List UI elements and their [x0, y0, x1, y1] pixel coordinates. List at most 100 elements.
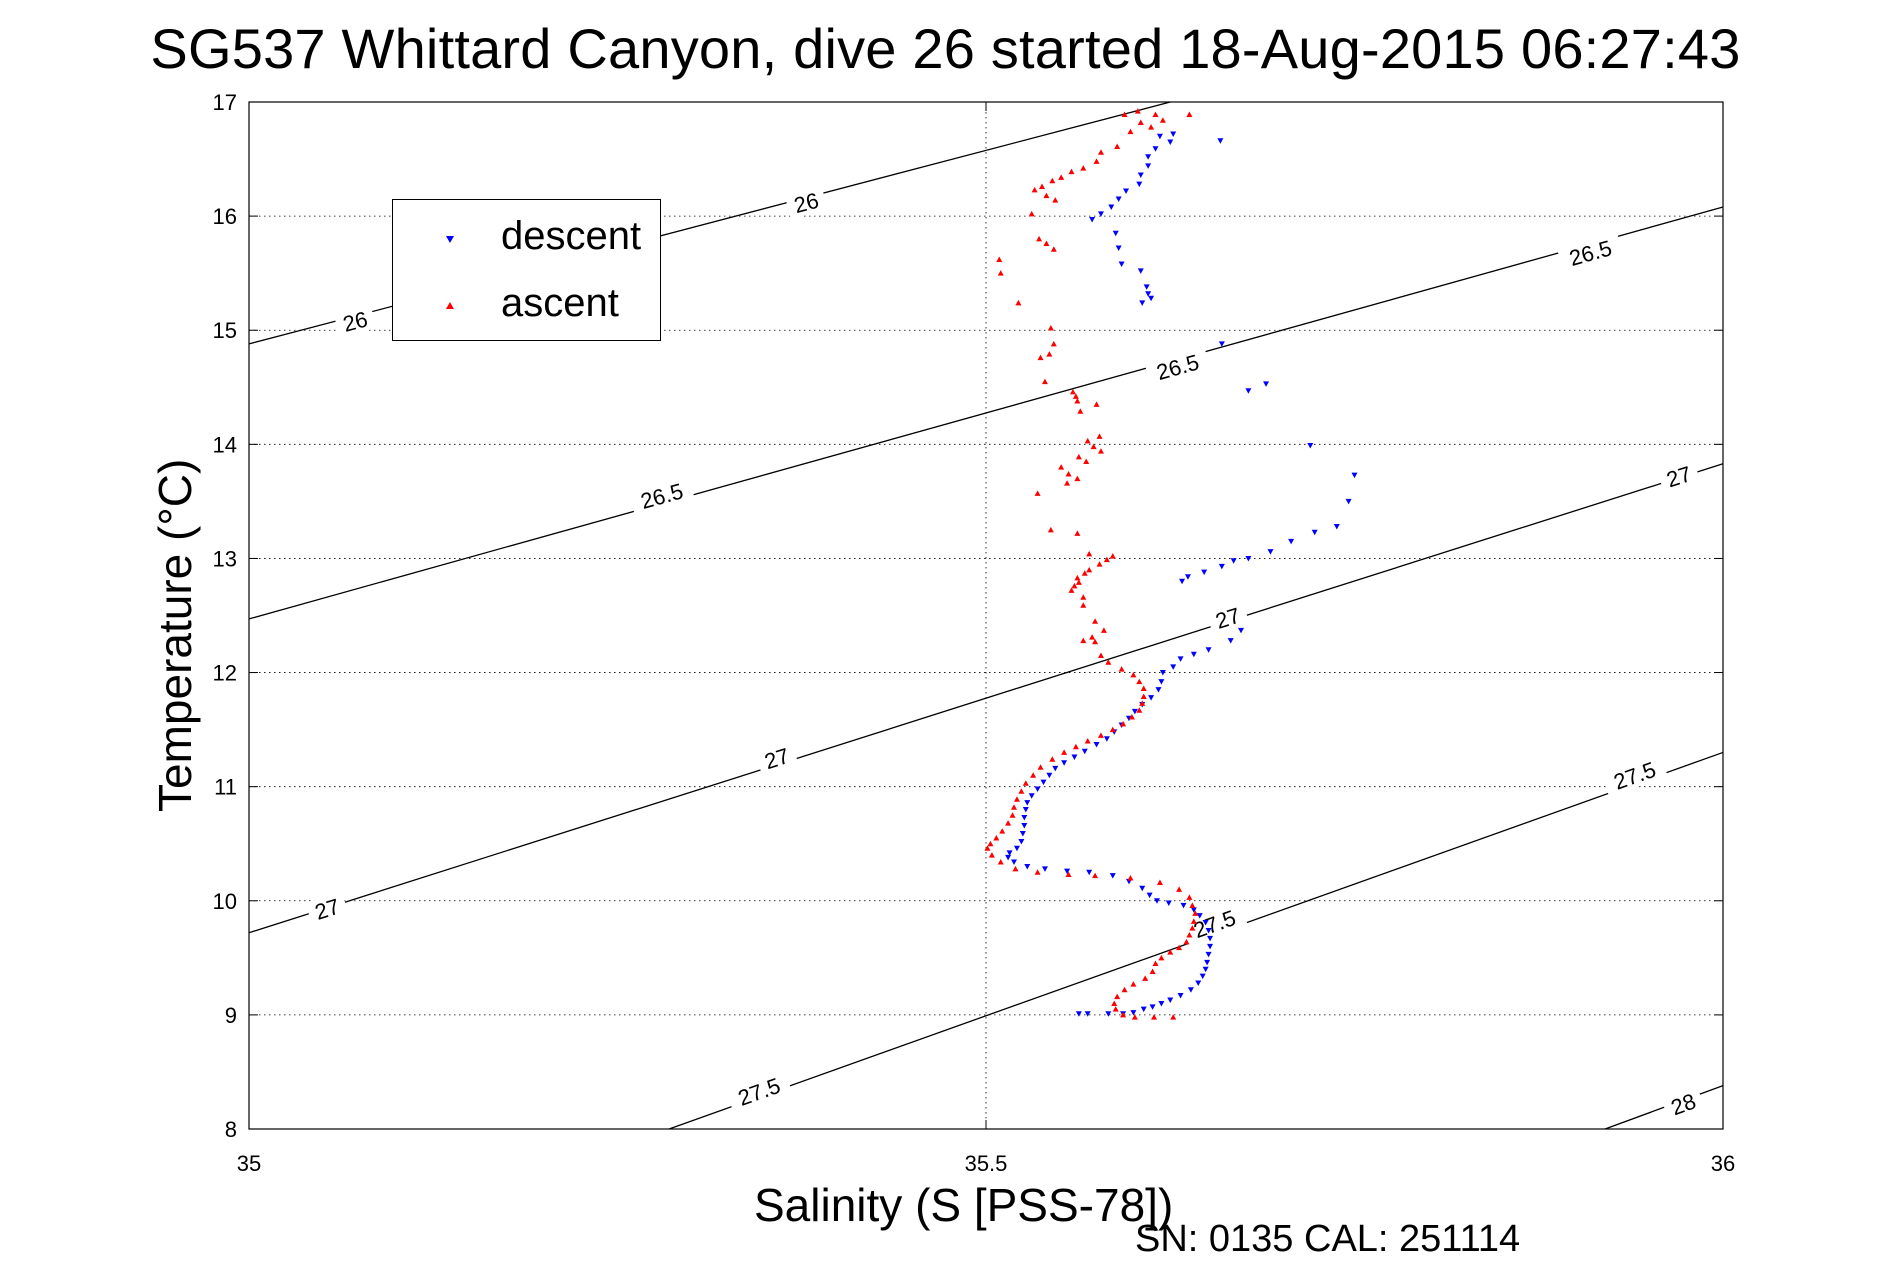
ascent-point: [997, 858, 1004, 865]
descent-point: [1021, 822, 1028, 829]
isopycnal-label-gap: [754, 740, 799, 776]
ascent-point: [1096, 561, 1103, 567]
ascent-point: [1128, 714, 1135, 720]
ascent-point: [1114, 993, 1121, 1000]
legend-label-descent: descent: [501, 214, 642, 258]
descent-point: [1207, 943, 1214, 950]
y-tick-label: 14: [213, 432, 237, 457]
ascent-point: [1037, 764, 1044, 770]
ascent-point: [1086, 566, 1093, 573]
descent-point: [1263, 381, 1270, 387]
descent-point: [1205, 927, 1212, 934]
ascent-point: [1192, 910, 1199, 916]
descent-point: [1227, 638, 1234, 644]
y-tick-label: 9: [225, 1003, 237, 1028]
descent-point: [1149, 1004, 1156, 1010]
isopycnal-label-group: 27: [754, 740, 799, 776]
ascent-point: [1049, 756, 1056, 762]
descent-point: [1089, 217, 1096, 223]
ascent-point: [1120, 720, 1127, 727]
descent-point: [1218, 341, 1225, 347]
descent-point: [1123, 188, 1130, 195]
ascent-point: [1127, 874, 1134, 881]
ascent-point: [1090, 443, 1097, 450]
ascent-point: [1072, 743, 1079, 750]
ascent-point: [1081, 570, 1088, 576]
ascent-point: [1152, 960, 1159, 967]
descent-point: [1118, 261, 1125, 268]
descent-point: [1190, 907, 1197, 913]
ascent-point: [1100, 627, 1107, 633]
y-axis-label: Temperature (°C): [149, 458, 201, 812]
ascent-point: [1097, 652, 1104, 658]
ascent-point: [1036, 235, 1043, 242]
isopycnal-label-group: 26.5: [1144, 346, 1211, 387]
descent-point: [1131, 708, 1138, 715]
ascent-point: [999, 828, 1006, 834]
ascent-point: [1080, 594, 1087, 600]
descent-point: [1061, 760, 1068, 766]
ascent-point: [1093, 401, 1100, 407]
descent-point: [1179, 578, 1186, 585]
ascent-point: [1176, 886, 1183, 892]
descent-point: [1202, 919, 1209, 926]
descent-point: [1196, 913, 1203, 919]
ascent-point: [1137, 119, 1144, 126]
ascent-point: [1050, 246, 1057, 252]
ascent-point: [1049, 177, 1056, 184]
descent-point: [1064, 868, 1071, 875]
ascent-point: [1130, 981, 1137, 987]
descent-point: [1105, 1011, 1112, 1017]
descent-point: [1137, 172, 1144, 179]
ascent-point: [1075, 579, 1082, 585]
descent-point: [1071, 754, 1078, 760]
descent-point: [1148, 295, 1155, 302]
descent-point: [1238, 627, 1245, 634]
descent-point: [1159, 670, 1166, 676]
descent-point: [1202, 966, 1209, 973]
descent-point: [1115, 245, 1122, 252]
descent-point: [1165, 900, 1172, 907]
ascent-point: [1130, 671, 1137, 678]
descent-point: [1351, 472, 1358, 479]
ascent-point: [1120, 1011, 1127, 1018]
descent-point: [1115, 196, 1122, 202]
descent-point: [1018, 838, 1025, 845]
descent-point: [1187, 987, 1194, 993]
ascent-point: [1093, 158, 1100, 164]
ascent-point: [993, 835, 1000, 841]
descent-point: [1109, 873, 1116, 879]
ascent-point: [1083, 458, 1090, 464]
isopycnal-label-gap: [784, 185, 828, 219]
ascent-point: [1039, 183, 1046, 189]
ascent-point: [1131, 1014, 1138, 1020]
ascent-point: [1030, 772, 1037, 778]
chart-title: SG537 Whittard Canyon, dive 26 started 1…: [150, 17, 1741, 80]
data-series: [984, 108, 1358, 1020]
descent-point: [1148, 695, 1155, 701]
descent-point: [1022, 806, 1029, 813]
descent-point: [1108, 204, 1115, 210]
isopycnal-label: 26.5: [1154, 349, 1202, 385]
series-descent: [1005, 131, 1358, 1017]
ascent-point: [1086, 550, 1093, 557]
descent-point: [1245, 388, 1252, 394]
isopycnal-label-group: 27: [1205, 600, 1250, 635]
ascent-point: [1109, 726, 1116, 733]
descent-point: [1084, 1011, 1091, 1017]
isopycnal-label: 27.5: [1610, 757, 1659, 795]
isopycnal-label-gap: [333, 304, 377, 338]
isopycnal-label-gap: [628, 475, 695, 516]
ascent-point: [1134, 108, 1141, 114]
isopycnal-line-26: [248, 101, 1171, 345]
descent-point: [1267, 549, 1274, 555]
descent-point: [1245, 555, 1252, 562]
descent-point: [1170, 131, 1177, 137]
descent-point: [1205, 647, 1212, 653]
ascent-point: [1022, 780, 1029, 786]
descent-point: [1097, 211, 1104, 217]
ascent-point: [1140, 693, 1147, 700]
descent-point: [1143, 284, 1150, 290]
ascent-point: [1183, 938, 1190, 945]
